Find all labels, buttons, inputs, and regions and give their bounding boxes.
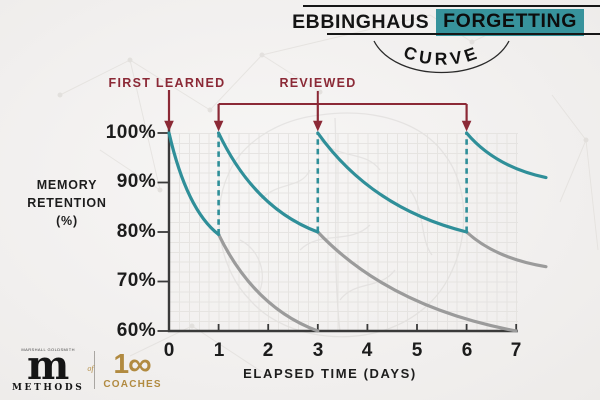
x-tick-label: 7 (510, 340, 522, 361)
footer-logos: MARSHALL GOLDSMITH m METHODS of 1 ∞ COAC… (12, 342, 162, 393)
methods-logo-label: METHODS (12, 382, 85, 393)
x-tick-label: 6 (461, 340, 473, 361)
x-axis-title: ELAPSED TIME (DAYS) (243, 366, 417, 381)
y-tick-label: 100% (105, 122, 156, 143)
x-tick-label: 4 (361, 340, 373, 361)
arrow-annotations (164, 90, 472, 132)
curve-arc (373, 40, 510, 74)
y-tick-label: 80% (116, 221, 156, 242)
title-top-rule (303, 5, 600, 7)
x-tick-label: 3 (312, 340, 324, 361)
curve-arc-text: CURVE (401, 42, 483, 69)
x-tick-label: 5 (411, 340, 423, 361)
methods-logo-small-text: MARSHALL GOLDSMITH (21, 347, 75, 352)
curve-arc-label: CURVE (401, 42, 479, 69)
retention-curves (167, 131, 548, 333)
reviewed-label: REVIEWED (279, 76, 357, 90)
logo-divider: of (87, 350, 96, 389)
coaches-logo-label: COACHES (103, 378, 162, 390)
of-label: of (87, 363, 94, 373)
x-tick-label: 1 (213, 340, 225, 361)
y-tick-label: 70% (116, 270, 156, 291)
coaches-number: 1 (113, 348, 130, 379)
x-tick-label: 2 (262, 340, 274, 361)
coaches-100-mark: 1 ∞ (103, 344, 161, 382)
infinity-icon: ∞ (128, 344, 152, 382)
x-tick-label: 0 (163, 340, 175, 361)
y-tick-label: 60% (116, 320, 156, 341)
y-tick-label: 90% (116, 171, 156, 192)
coaches-logo: 1 ∞ COACHES (103, 344, 162, 390)
title-word-highlighted: FORGETTING (436, 9, 584, 36)
title-bottom-rule (327, 33, 600, 35)
methods-monogram: m (27, 342, 70, 389)
methods-logo: MARSHALL GOLDSMITH m METHODS (12, 342, 85, 393)
page-title: EBBINGHAUS FORGETTING (292, 9, 584, 36)
y-axis-title: MEMORY RETENTION (%) (27, 178, 107, 229)
title-word: EBBINGHAUS (292, 11, 430, 33)
first-learned-label: FIRST LEARNED (108, 76, 226, 90)
